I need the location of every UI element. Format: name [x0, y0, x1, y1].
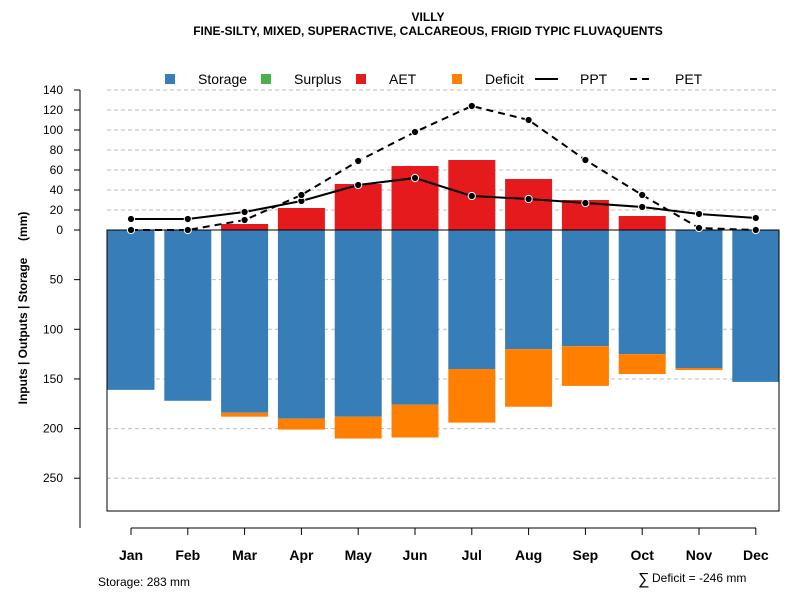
- storage-bar: [334, 230, 382, 417]
- legend: Storage Surplus AET Deficit PPT PET: [165, 71, 703, 87]
- pet-line: [131, 104, 756, 231]
- ppt-point: [467, 191, 476, 201]
- y-axis-ticks: 0 20 40 60 80 100 120 140 50 100 150 200 250: [43, 83, 80, 485]
- deficit-bar: [277, 418, 325, 430]
- aet-bar: [221, 224, 269, 230]
- storage-bar: [675, 230, 723, 369]
- aet-bar: [277, 208, 325, 230]
- ppt-point: [183, 214, 192, 224]
- x-tick-label: Nov: [686, 547, 713, 563]
- storage-bar: [732, 230, 780, 382]
- storage-bar: [505, 230, 553, 350]
- y-tick-label: 150: [43, 372, 63, 386]
- y-axis-label: Inputs | Outputs | Storage (mm): [16, 212, 30, 405]
- x-axis-ticks: Jan Feb Mar Apr May Jun Jul Aug Sep Oct Nov Dec: [119, 528, 769, 563]
- ppt-point: [638, 202, 647, 212]
- pet-point: [354, 156, 363, 166]
- y-tick-label: 140: [43, 83, 63, 97]
- y-tick-label: 200: [43, 422, 63, 436]
- ppt-point: [354, 180, 363, 190]
- storage-bar: [107, 230, 155, 390]
- y-tick-label: 0: [56, 223, 63, 237]
- ppt-point: [751, 213, 760, 223]
- y-tick-label: 20: [50, 203, 64, 217]
- x-tick-label: Feb: [175, 547, 200, 563]
- legend-label: AET: [389, 71, 417, 87]
- legend-label: Surplus: [294, 71, 341, 87]
- deficit-bar: [448, 369, 496, 423]
- deficit-bar: [675, 368, 723, 371]
- y-tick-label: 80: [50, 143, 64, 157]
- storage-bar: [391, 230, 439, 405]
- deficit-bar: [618, 354, 666, 374]
- x-tick-label: Jan: [119, 547, 143, 563]
- ppt-point: [581, 198, 590, 208]
- storage-bar: [277, 230, 325, 419]
- storage-bar: [618, 230, 666, 355]
- y-tick-label: 100: [43, 123, 63, 137]
- y-tick-label: 60: [50, 163, 64, 177]
- pet-point: [638, 190, 647, 200]
- x-tick-label: Aug: [515, 547, 542, 563]
- storage-footnote: Storage: 283 mm: [98, 575, 190, 589]
- legend-label: PPT: [580, 71, 608, 87]
- storage-bar: [561, 230, 609, 347]
- x-tick-label: Jul: [462, 547, 482, 563]
- legend-label: Storage: [198, 71, 247, 87]
- pet-point: [410, 127, 420, 137]
- legend-label: Deficit: [485, 71, 524, 87]
- chart-subtitle: FINE-SILTY, MIXED, SUPERACTIVE, CALCAREO…: [193, 24, 663, 38]
- aet-bar: [505, 179, 553, 230]
- pet-point: [751, 225, 760, 235]
- series-lines: [126, 101, 760, 235]
- legend-swatch: [356, 74, 366, 84]
- aet-bar: [618, 216, 666, 230]
- y-tick-label: 250: [43, 471, 63, 485]
- deficit-bar: [561, 346, 609, 386]
- x-tick-label: Mar: [232, 547, 257, 563]
- storage-bar: [164, 230, 212, 401]
- x-tick-label: Apr: [289, 547, 314, 563]
- x-tick-label: May: [345, 547, 372, 563]
- x-tick-label: Sep: [573, 547, 599, 563]
- deficit-bar: [221, 412, 269, 417]
- pet-point: [524, 115, 533, 125]
- deficit-bar: [391, 404, 439, 438]
- legend-label: PET: [675, 71, 703, 87]
- pet-point: [694, 223, 704, 233]
- pet-point: [240, 215, 249, 225]
- ppt-point: [126, 214, 136, 224]
- y-tick-label: 120: [43, 103, 63, 117]
- storage-bar: [448, 230, 496, 370]
- ppt-point: [694, 209, 704, 219]
- y-tick-label: 100: [43, 322, 63, 336]
- chart-title: VILLY: [412, 10, 445, 24]
- x-tick-label: Oct: [631, 547, 655, 563]
- ppt-point: [524, 194, 533, 204]
- ppt-line: [131, 176, 756, 220]
- deficit-bar: [505, 349, 553, 407]
- deficit-bar: [334, 416, 382, 439]
- x-tick-label: Jun: [403, 547, 428, 563]
- legend-swatch: [452, 74, 462, 84]
- ppt-point: [410, 173, 420, 183]
- storage-bar: [221, 230, 269, 413]
- deficit-footnote: Deficit = -246 mm: [652, 571, 746, 585]
- pet-point: [183, 225, 192, 235]
- legend-swatch: [165, 74, 175, 84]
- pet-point: [297, 190, 306, 200]
- y-tick-label: 40: [50, 183, 64, 197]
- ppt-point: [240, 207, 249, 217]
- bars: [107, 160, 780, 439]
- pet-point: [581, 155, 590, 165]
- y-tick-label: 50: [50, 273, 64, 287]
- pet-point: [126, 225, 136, 235]
- sum-symbol: ∑: [638, 571, 649, 588]
- aet-bar: [334, 184, 382, 230]
- x-tick-label: Dec: [743, 547, 769, 563]
- legend-swatch: [261, 74, 271, 84]
- pet-point: [467, 101, 476, 111]
